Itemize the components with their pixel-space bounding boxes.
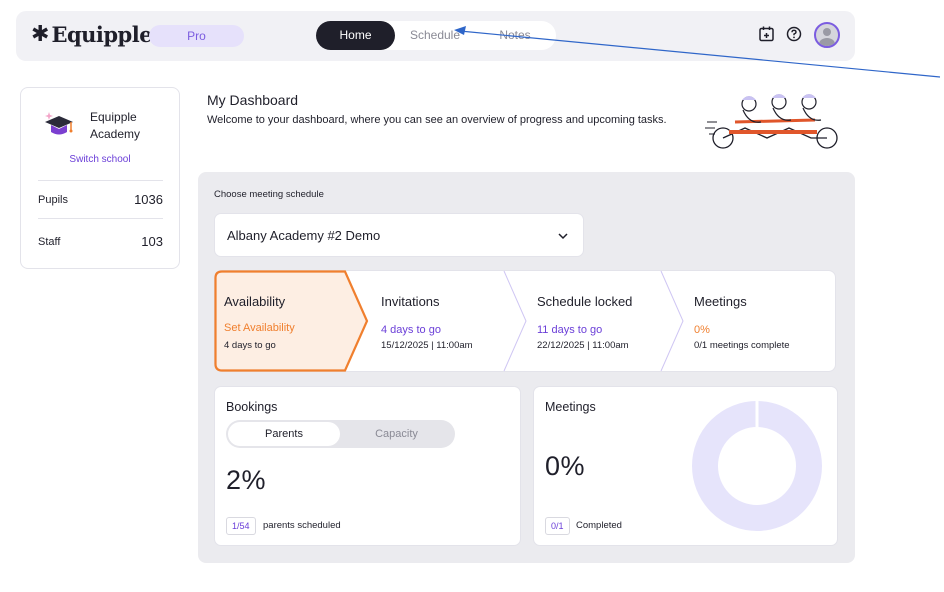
step-title: Schedule locked bbox=[537, 294, 633, 309]
step-separator bbox=[660, 270, 684, 372]
stepper-shapes bbox=[214, 270, 836, 372]
schedule-dropdown-value: Albany Academy #2 Demo bbox=[227, 228, 381, 243]
stat-row-pupils: Pupils 1036 bbox=[38, 192, 163, 207]
divider bbox=[38, 218, 163, 219]
step-meetings[interactable]: Meetings bbox=[694, 294, 747, 309]
page-title: My Dashboard bbox=[207, 92, 299, 108]
count-tag: 0/1 bbox=[545, 517, 570, 535]
stat-row-staff: Staff 103 bbox=[38, 234, 163, 249]
bookings-toggle: Parents Capacity bbox=[226, 420, 455, 448]
bookings-percent: 2% bbox=[226, 465, 267, 495]
tab-notes[interactable]: Notes bbox=[499, 28, 531, 42]
tandem-bike-illustration bbox=[705, 92, 843, 152]
progress-stepper: Availability Set Availability 4 days to … bbox=[214, 270, 836, 372]
donut-track bbox=[692, 401, 822, 531]
step-title: Invitations bbox=[381, 294, 440, 309]
meetings-donut-chart bbox=[692, 400, 822, 531]
school-logo-icon bbox=[41, 110, 77, 140]
switch-school-link[interactable]: Switch school bbox=[69, 154, 131, 165]
step-availability[interactable]: Availability bbox=[224, 294, 285, 309]
school-card: Equipple Academy Switch school Pupils 10… bbox=[20, 87, 180, 269]
logo-text: Equipple bbox=[51, 22, 153, 47]
step-schedule-locked[interactable]: Schedule locked bbox=[537, 294, 632, 309]
step-title: Meetings bbox=[694, 294, 747, 309]
step-detail: 4 days to go bbox=[224, 340, 276, 351]
page-subtitle: Welcome to your dashboard, where you can… bbox=[207, 114, 667, 126]
card-title: Meetings bbox=[545, 400, 596, 414]
stat-label: Staff bbox=[38, 235, 61, 248]
step-detail: 0/1 meetings complete bbox=[694, 340, 790, 351]
bookings-card: Bookings Parents Capacity 2% 1/54 parent… bbox=[214, 386, 521, 546]
top-bar: ✱ Equipple ® Pro Home Schedule Notes bbox=[16, 11, 855, 61]
plan-badge: Pro bbox=[149, 25, 244, 47]
schedule-dropdown[interactable]: Albany Academy #2 Demo bbox=[214, 213, 584, 257]
step-detail: 15/12/2025 | 11:00am bbox=[381, 340, 473, 351]
tag-caption: parents scheduled bbox=[263, 520, 341, 531]
choose-schedule-label: Choose meeting schedule bbox=[214, 189, 324, 200]
help-icon[interactable] bbox=[786, 25, 808, 47]
meetings-card: Meetings 0% 0/1 Completed bbox=[533, 386, 838, 546]
tab-home[interactable]: Home bbox=[316, 21, 395, 50]
school-name: Equipple Academy bbox=[90, 110, 141, 141]
step-status: 4 days to go bbox=[381, 324, 441, 336]
app-logo[interactable]: ✱ Equipple ® bbox=[31, 22, 160, 48]
step-status: 0% bbox=[694, 324, 710, 336]
stat-label: Pupils bbox=[38, 193, 68, 206]
step-invitations[interactable]: Invitations bbox=[381, 294, 440, 309]
step-status: 11 days to go bbox=[537, 324, 603, 336]
nav-tabs: Home Schedule Notes bbox=[316, 21, 556, 50]
step-separator bbox=[503, 270, 527, 372]
count-tag: 1/54 bbox=[226, 517, 256, 535]
user-avatar[interactable] bbox=[814, 22, 840, 48]
chevron-down-icon bbox=[558, 233, 568, 240]
meetings-percent: 0% bbox=[545, 451, 586, 481]
step-detail: 22/12/2025 | 11:00am bbox=[537, 340, 629, 351]
card-title: Bookings bbox=[226, 400, 278, 414]
toggle-capacity[interactable]: Capacity bbox=[375, 428, 418, 440]
step-status: Set Availability bbox=[224, 322, 295, 334]
step-shape-active bbox=[214, 270, 369, 372]
step-title: Availability bbox=[224, 294, 286, 309]
tab-schedule[interactable]: Schedule bbox=[409, 28, 461, 42]
user-icon bbox=[819, 28, 835, 46]
asterisk-logo-icon: ✱ bbox=[31, 22, 50, 47]
add-calendar-icon[interactable] bbox=[758, 25, 780, 47]
stat-value: 1036 bbox=[134, 192, 163, 207]
tag-caption: Completed bbox=[576, 520, 622, 531]
stat-value: 103 bbox=[141, 234, 163, 249]
toggle-parents[interactable]: Parents bbox=[228, 422, 340, 446]
main-panel: Choose meeting schedule Albany Academy #… bbox=[198, 172, 855, 563]
divider bbox=[38, 180, 163, 181]
